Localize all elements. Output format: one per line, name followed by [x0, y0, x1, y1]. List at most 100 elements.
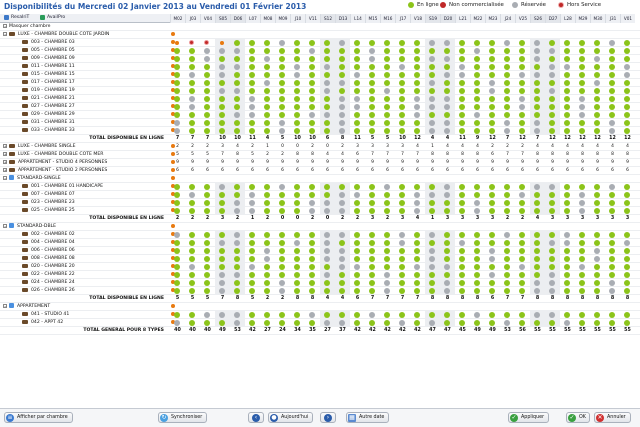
availability-cell[interactable]: [530, 255, 545, 263]
availability-cell[interactable]: [185, 255, 200, 263]
availability-cell[interactable]: [575, 55, 590, 63]
availability-cell[interactable]: [320, 111, 335, 119]
availability-cell[interactable]: [530, 311, 545, 319]
availability-cell[interactable]: [275, 199, 290, 207]
availability-cell[interactable]: [605, 263, 620, 271]
availability-cell[interactable]: [605, 231, 620, 239]
availability-cell[interactable]: [170, 47, 185, 55]
availability-cell[interactable]: [470, 207, 485, 215]
availability-cell[interactable]: [260, 287, 275, 295]
availability-cell[interactable]: [335, 311, 350, 319]
availability-cell[interactable]: [275, 71, 290, 79]
availability-cell[interactable]: [605, 55, 620, 63]
availability-cell[interactable]: [575, 111, 590, 119]
availability-cell[interactable]: [560, 47, 575, 55]
availability-cell[interactable]: [185, 231, 200, 239]
availability-cell[interactable]: [545, 87, 560, 95]
availability-cell[interactable]: [200, 199, 215, 207]
availability-cell[interactable]: [515, 183, 530, 191]
availability-cell[interactable]: [260, 271, 275, 279]
availability-cell[interactable]: [440, 311, 455, 319]
availability-cell[interactable]: [320, 103, 335, 111]
availability-cell[interactable]: [215, 263, 230, 271]
availability-cell[interactable]: [620, 231, 635, 239]
availability-cell[interactable]: [485, 239, 500, 247]
availability-cell[interactable]: [275, 231, 290, 239]
availability-cell[interactable]: [500, 191, 515, 199]
availability-cell[interactable]: [545, 263, 560, 271]
availability-cell[interactable]: [305, 207, 320, 215]
availability-cell[interactable]: [575, 103, 590, 111]
availability-cell[interactable]: [305, 311, 320, 319]
availability-cell[interactable]: [575, 255, 590, 263]
availability-cell[interactable]: [605, 239, 620, 247]
availability-cell[interactable]: [425, 231, 440, 239]
availability-cell[interactable]: [395, 95, 410, 103]
availability-cell[interactable]: [305, 319, 320, 327]
availability-cell[interactable]: [530, 111, 545, 119]
availability-cell[interactable]: [245, 79, 260, 87]
availability-cell[interactable]: [200, 119, 215, 127]
availability-cell[interactable]: [470, 231, 485, 239]
availability-cell[interactable]: [350, 111, 365, 119]
availability-cell[interactable]: [590, 207, 605, 215]
availability-cell[interactable]: [185, 55, 200, 63]
availability-cell[interactable]: [290, 103, 305, 111]
expand-toggle-icon[interactable]: −: [3, 303, 7, 308]
availability-cell[interactable]: [425, 103, 440, 111]
availability-cell[interactable]: [305, 255, 320, 263]
availability-cell[interactable]: [215, 319, 230, 327]
availability-cell[interactable]: [500, 103, 515, 111]
availability-cell[interactable]: [245, 39, 260, 47]
availability-cell[interactable]: [620, 103, 635, 111]
availability-cell[interactable]: [500, 263, 515, 271]
availability-cell[interactable]: [620, 239, 635, 247]
availability-cell[interactable]: [275, 119, 290, 127]
availability-cell[interactable]: [305, 79, 320, 87]
availability-cell[interactable]: [560, 255, 575, 263]
availability-cell[interactable]: [620, 47, 635, 55]
cancel-button[interactable]: ✕ Annuler: [594, 412, 631, 423]
availability-cell[interactable]: [380, 191, 395, 199]
availability-cell[interactable]: [365, 191, 380, 199]
availability-cell[interactable]: [200, 231, 215, 239]
availability-cell[interactable]: [215, 199, 230, 207]
availability-cell[interactable]: [620, 191, 635, 199]
availability-cell[interactable]: [455, 279, 470, 287]
availability-cell[interactable]: [290, 311, 305, 319]
availability-cell[interactable]: [605, 191, 620, 199]
availability-cell[interactable]: [500, 87, 515, 95]
availability-cell[interactable]: [455, 47, 470, 55]
availability-cell[interactable]: [290, 287, 305, 295]
availability-cell[interactable]: [455, 103, 470, 111]
availability-cell[interactable]: [380, 87, 395, 95]
availability-cell[interactable]: [410, 287, 425, 295]
availability-cell[interactable]: [440, 39, 455, 47]
availability-cell[interactable]: [320, 183, 335, 191]
availability-cell[interactable]: [245, 279, 260, 287]
availability-cell[interactable]: [620, 255, 635, 263]
availability-cell[interactable]: [605, 279, 620, 287]
availability-cell[interactable]: [380, 279, 395, 287]
availability-cell[interactable]: [395, 199, 410, 207]
availability-cell[interactable]: [425, 207, 440, 215]
availability-cell[interactable]: [395, 279, 410, 287]
availability-cell[interactable]: [320, 63, 335, 71]
availability-cell[interactable]: [425, 255, 440, 263]
availability-cell[interactable]: [260, 39, 275, 47]
availability-cell[interactable]: [245, 119, 260, 127]
availability-cell[interactable]: [320, 191, 335, 199]
availability-cell[interactable]: [410, 79, 425, 87]
category-label[interactable]: − STANDARD-DBLE: [3, 223, 57, 229]
availability-cell[interactable]: [230, 183, 245, 191]
availability-cell[interactable]: [275, 319, 290, 327]
expand-toggle-icon[interactable]: +: [3, 143, 7, 148]
availability-cell[interactable]: [605, 111, 620, 119]
availability-cell[interactable]: [590, 319, 605, 327]
availability-cell[interactable]: [200, 271, 215, 279]
availability-cell[interactable]: [365, 127, 380, 135]
availability-cell[interactable]: [350, 63, 365, 71]
availability-cell[interactable]: [335, 279, 350, 287]
availability-cell[interactable]: [230, 231, 245, 239]
availability-cell[interactable]: [530, 63, 545, 71]
